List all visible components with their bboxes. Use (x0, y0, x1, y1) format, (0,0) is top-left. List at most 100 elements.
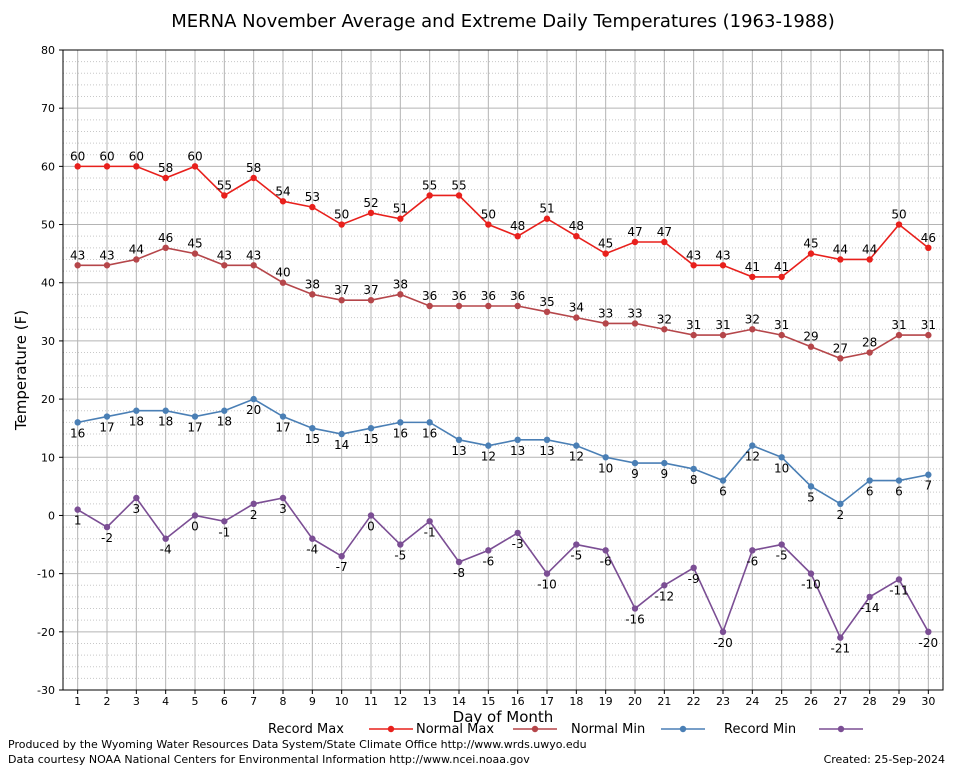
normal-max-point (573, 314, 580, 321)
record-min-line (77, 496, 930, 640)
record-max-point (133, 163, 140, 170)
record-max-data-label: 50 (334, 208, 349, 222)
normal-min-point (661, 459, 668, 467)
normal-min-point (426, 419, 433, 426)
record-max-point (426, 192, 433, 199)
record-min-data-label: -16 (625, 613, 645, 627)
record-min-data-label: 0 (367, 519, 375, 533)
record-min-data-label: -4 (160, 543, 172, 557)
record-min-data-label: -5 (776, 549, 788, 563)
normal-min-data-label: 9 (661, 467, 669, 481)
normal-max-point (690, 331, 697, 339)
normal-max-point (866, 349, 873, 356)
normal-max-data-label: 32 (657, 312, 672, 326)
record-min-data-label: -8 (453, 566, 465, 580)
record-min-data-label: -20 (919, 636, 939, 650)
record-min-point (485, 547, 492, 554)
y-axis-ticks: -30 -20 -10 0 10 20 30 40 50 60 70 80 (37, 44, 63, 697)
normal-min-data-label: 18 (129, 415, 144, 429)
record-min-point (866, 593, 873, 601)
normal-max-line (77, 246, 929, 360)
x-tick-label: 27 (833, 695, 847, 708)
record-min-point (397, 541, 404, 548)
normal-max-data-label: 38 (305, 277, 320, 291)
record-min-point (367, 512, 375, 519)
record-max-point (661, 238, 668, 246)
normal-min-data-label: 17 (99, 421, 114, 435)
normal-min-point (807, 483, 815, 490)
record-max-point (690, 262, 697, 269)
normal-min-data-label: 12 (745, 450, 760, 464)
record-min-point (661, 582, 668, 589)
normal-max-data-label: 33 (598, 306, 613, 320)
record-max-point (837, 256, 844, 263)
record-max-point (338, 221, 345, 228)
normal-min-point (749, 442, 756, 449)
record-max-data-label: 60 (99, 149, 114, 163)
normal-min-data-label: 10 (598, 461, 613, 475)
normal-min-data-label: 20 (246, 403, 261, 417)
normal-max-point (631, 320, 639, 327)
normal-max-point (191, 250, 199, 257)
normal-min-point (602, 454, 609, 461)
normal-min-point (103, 413, 111, 420)
normal-max-data-label: 43 (246, 248, 261, 262)
record-min-data-label: 1 (74, 514, 82, 528)
normal-min-point (837, 500, 844, 508)
normal-max-data-label: 45 (187, 237, 202, 251)
normal-max-point (455, 302, 463, 310)
record-max-data-label: 51 (539, 202, 554, 216)
record-min-data-label: -1 (424, 525, 436, 539)
record-max-data-label: 45 (803, 237, 818, 251)
record-max-point (719, 262, 727, 269)
record-min-point (807, 570, 815, 577)
record-min-data-label: 3 (279, 502, 287, 516)
record-min-data-label: -10 (537, 578, 557, 592)
record-max-point (807, 250, 815, 257)
record-min-data-label: 0 (191, 519, 199, 533)
record-min-point (514, 529, 521, 537)
record-max-data-label: 50 (891, 208, 906, 222)
record-min-data-label: -6 (746, 554, 758, 568)
record-max-data-label: 47 (657, 225, 672, 239)
record-max-point (749, 273, 756, 281)
normal-min-point (250, 395, 257, 403)
record-max-data-label: 55 (217, 178, 232, 192)
record-max-point (925, 244, 932, 252)
legend-marker-normal-min (679, 725, 687, 733)
record-max-data-label: 58 (246, 161, 261, 175)
legend: Record Max Normal Max Normal Min Record Min (268, 722, 863, 737)
record-min-data-label: -10 (801, 578, 821, 592)
record-max-point (514, 232, 521, 240)
record-max-point (191, 163, 199, 170)
normal-min-point (397, 419, 404, 426)
normal-max-data-label: 29 (803, 330, 818, 344)
series-lines (74, 163, 932, 641)
record-max-data-label: 55 (451, 178, 466, 192)
y-tick-label: 40 (41, 277, 55, 290)
normal-min-data-label: 2 (837, 508, 845, 522)
record-min-data-label: -3 (512, 537, 524, 551)
record-max-data-label: 51 (393, 202, 408, 216)
normal-max-data-label: 43 (99, 248, 114, 262)
record-min-point (162, 535, 169, 542)
record-min-data-label: -11 (889, 583, 909, 597)
normal-max-point (837, 355, 844, 362)
x-tick-label: 23 (716, 695, 730, 708)
record-min-point (690, 564, 697, 572)
record-min-point (778, 541, 785, 548)
legend-marker-normal-max (531, 725, 539, 733)
x-tick-label: 26 (804, 695, 818, 708)
record-min-data-label: 2 (250, 508, 258, 522)
normal-max-data-label: 36 (481, 289, 496, 303)
normal-min-point (162, 407, 169, 414)
x-tick-label: 25 (775, 695, 789, 708)
normal-max-data-label: 36 (422, 289, 437, 303)
record-max-point (103, 163, 111, 170)
normal-min-point (631, 459, 639, 467)
normal-max-point (162, 244, 169, 252)
normal-max-point (778, 331, 785, 339)
normal-min-data-label: 8 (690, 473, 698, 487)
record-min-point (837, 634, 844, 641)
record-min-point (133, 494, 140, 502)
